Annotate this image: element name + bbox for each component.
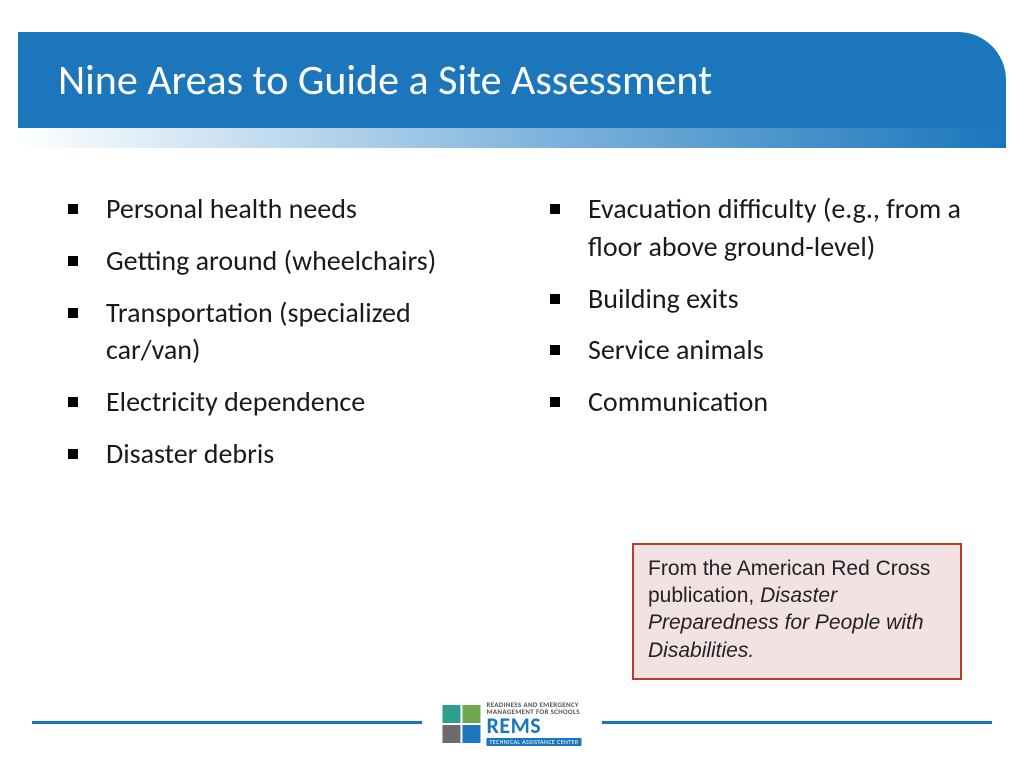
- list-item: Communication: [542, 383, 984, 421]
- logo-acronym: REMS: [486, 715, 581, 737]
- logo-text: READINESS AND EMERGENCY MANAGEMENT FOR S…: [486, 701, 581, 746]
- left-column: Personal health needs Getting around (wh…: [60, 190, 502, 487]
- title-underglow: [18, 128, 1006, 148]
- right-column: Evacuation difficulty (e.g., from a floo…: [542, 190, 984, 487]
- list-item: Getting around (wheelchairs): [60, 242, 502, 280]
- footer-logo: READINESS AND EMERGENCY MANAGEMENT FOR S…: [436, 701, 587, 746]
- list-item: Personal health needs: [60, 190, 502, 228]
- logo-squares-icon: [442, 705, 480, 743]
- right-list: Evacuation difficulty (e.g., from a floo…: [542, 190, 984, 421]
- title-bar: Nine Areas to Guide a Site Assessment: [18, 32, 1006, 128]
- list-item: Building exits: [542, 280, 984, 318]
- content-columns: Personal health needs Getting around (wh…: [60, 190, 984, 487]
- citation-box: From the American Red Cross publication,…: [632, 543, 962, 680]
- list-item: Service animals: [542, 331, 984, 369]
- list-item: Electricity dependence: [60, 383, 502, 421]
- left-list: Personal health needs Getting around (wh…: [60, 190, 502, 473]
- page-title: Nine Areas to Guide a Site Assessment: [58, 55, 712, 106]
- list-item: Transportation (specialized car/van): [60, 294, 502, 370]
- list-item: Evacuation difficulty (e.g., from a floo…: [542, 190, 984, 266]
- logo-subline: TECHNICAL ASSISTANCE CENTER: [486, 738, 581, 746]
- list-item: Disaster debris: [60, 435, 502, 473]
